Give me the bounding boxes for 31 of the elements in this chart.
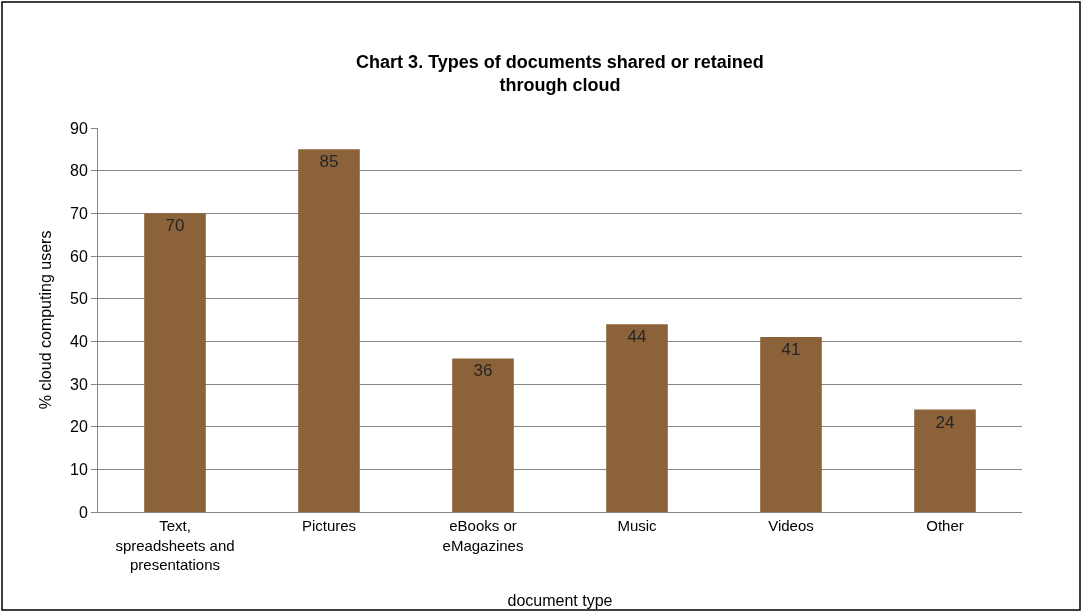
data-label: 41 <box>781 340 801 360</box>
y-tick-label: 70 <box>70 204 88 222</box>
data-label: 36 <box>473 361 493 381</box>
y-tick-label: 40 <box>70 332 88 350</box>
y-tick-label: 0 <box>78 503 88 521</box>
y-tick-label: 60 <box>70 247 88 265</box>
bar <box>298 149 360 512</box>
x-tick-label: Text, spreadsheets and presentations <box>115 517 235 573</box>
y-tick-label: 20 <box>70 418 88 436</box>
x-tick-label: Other <box>926 517 964 534</box>
data-label: 70 <box>165 216 185 236</box>
chart-title: Chart 3. Types of documents shared or retained through cloud <box>356 52 764 96</box>
bar <box>760 337 822 512</box>
y-tick-label: 30 <box>70 375 88 393</box>
y-axis-title: % cloud computing users <box>36 230 54 410</box>
x-tick-label: Videos <box>768 517 814 534</box>
x-tick-label: eBooks or eMagazines <box>442 517 524 554</box>
data-label: 44 <box>627 327 647 347</box>
bar <box>144 213 206 512</box>
y-tick-label: 50 <box>70 290 88 308</box>
x-tick-label: Pictures <box>301 517 357 534</box>
y-tick-label: 10 <box>70 460 88 478</box>
bar <box>452 358 514 512</box>
data-label: 85 <box>319 152 339 172</box>
y-tick-label: 90 <box>70 119 88 137</box>
bar <box>606 324 668 512</box>
y-tick-label: 80 <box>70 162 88 180</box>
data-label: 24 <box>935 412 955 432</box>
bar <box>914 409 976 512</box>
x-tick-label: Music <box>617 517 658 534</box>
x-axis-title: document type <box>507 591 613 609</box>
